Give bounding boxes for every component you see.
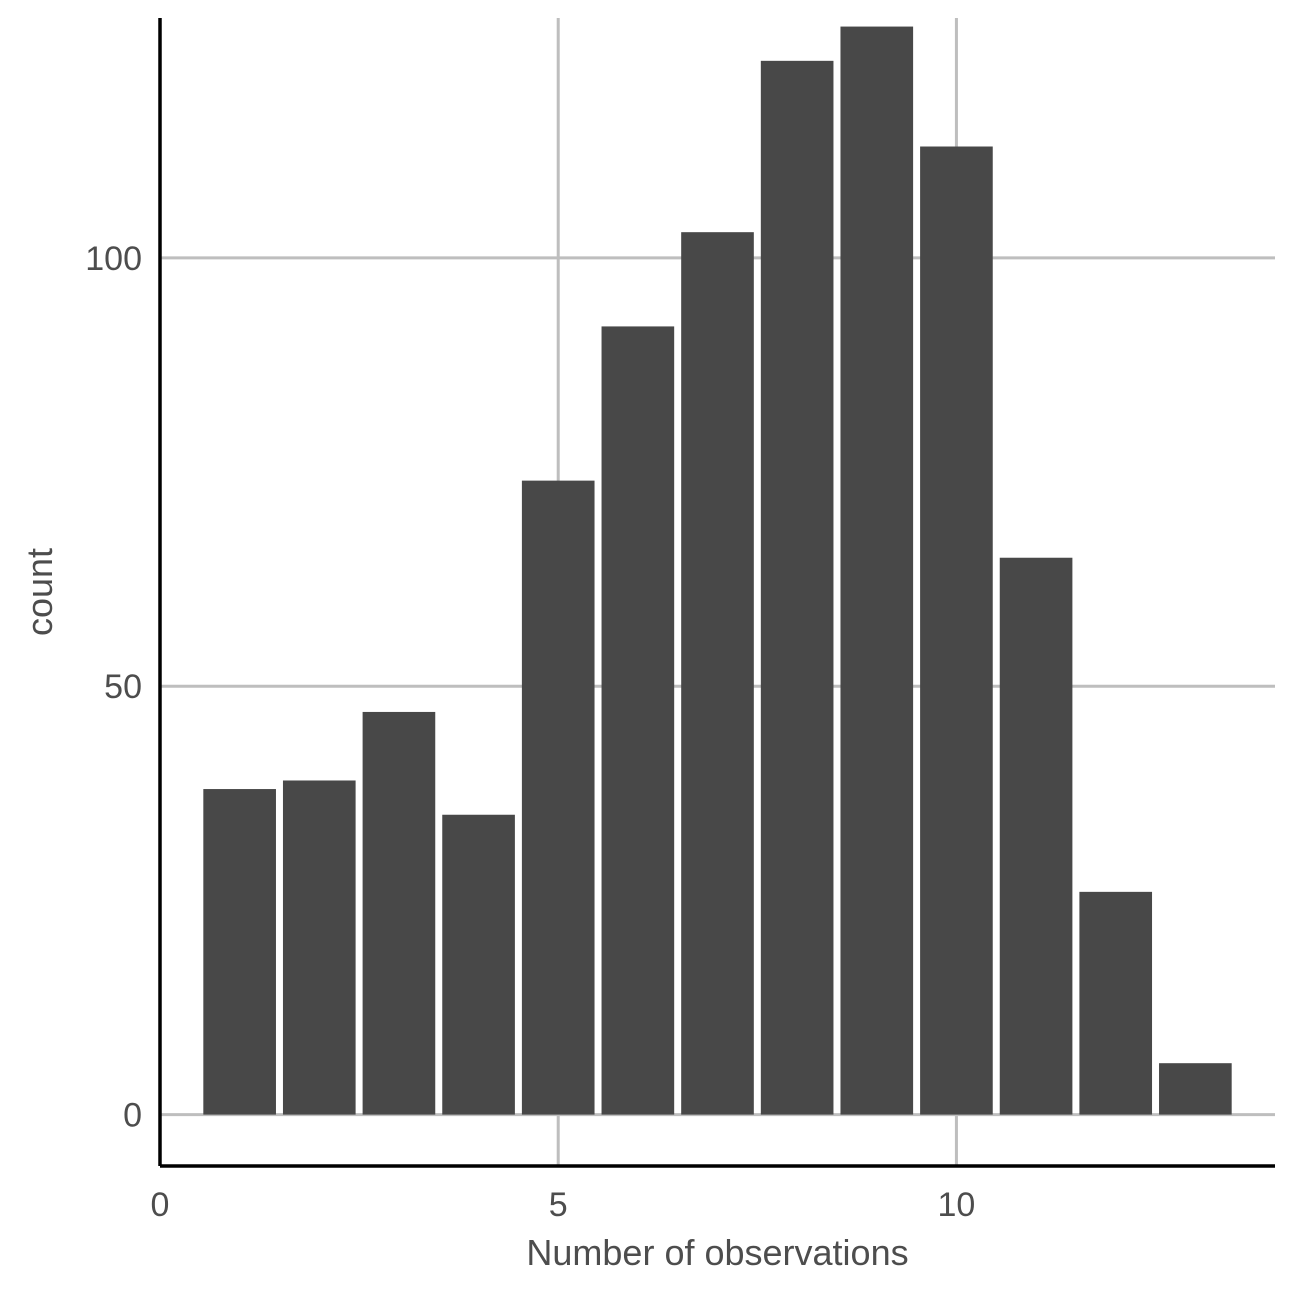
bar-8 xyxy=(760,60,834,1115)
y-tick-label-50: 50 xyxy=(104,668,142,706)
bar-10 xyxy=(920,146,993,1115)
bar-11 xyxy=(999,557,1073,1115)
bars-layer xyxy=(203,26,1232,1115)
bar-9 xyxy=(840,26,914,1115)
bar-3 xyxy=(362,711,436,1115)
bar-2 xyxy=(282,780,356,1115)
bar-4 xyxy=(442,814,515,1115)
axes-layer xyxy=(158,18,1275,1168)
bar-1 xyxy=(203,789,276,1115)
bar-13 xyxy=(1159,1063,1232,1115)
y-axis-title: count xyxy=(19,548,60,636)
y-tick-label-0: 0 xyxy=(123,1097,142,1135)
x-tick-label-10: 10 xyxy=(938,1186,976,1224)
bar-5 xyxy=(521,480,595,1115)
x-tick-label-0: 0 xyxy=(151,1186,170,1224)
y-tick-label-100: 100 xyxy=(85,240,142,278)
bar-7 xyxy=(681,232,754,1115)
x-axis-title: Number of observations xyxy=(526,1232,908,1273)
x-tick-label-5: 5 xyxy=(549,1186,568,1224)
bar-6 xyxy=(601,326,675,1115)
bar-12 xyxy=(1079,891,1153,1115)
